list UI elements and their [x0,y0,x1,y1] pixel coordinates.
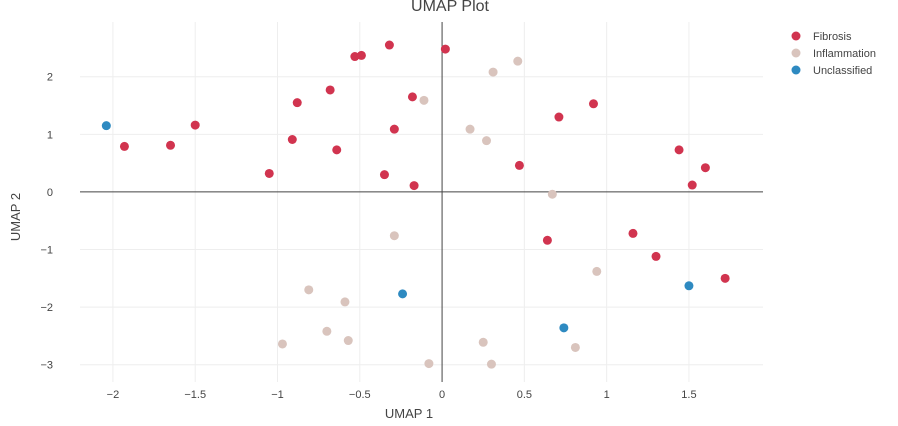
x-tick-label: 1 [604,389,610,401]
point-fibrosis[interactable] [409,181,419,191]
point-fibrosis[interactable] [628,228,638,238]
point-fibrosis[interactable] [384,40,394,50]
point-inflammation[interactable] [486,359,496,369]
point-fibrosis[interactable] [514,160,524,170]
y-tick-label: −2 [40,302,53,314]
point-fibrosis[interactable] [687,180,697,190]
point-inflammation[interactable] [389,231,399,241]
point-inflammation[interactable] [547,189,557,199]
point-fibrosis[interactable] [700,163,710,173]
point-fibrosis[interactable] [119,141,129,151]
legend: Fibrosis Inflammation Unclassified [791,31,876,77]
legend-label-unclassified[interactable]: Unclassified [813,65,872,77]
point-fibrosis[interactable] [264,168,274,178]
point-fibrosis[interactable] [542,235,552,245]
legend-label-fibrosis[interactable]: Fibrosis [813,31,852,43]
chart-title: UMAP Plot [411,0,490,15]
y-tick-label: −1 [40,245,53,257]
y-tick-label: −3 [40,360,53,372]
point-fibrosis[interactable] [287,135,297,145]
point-inflammation[interactable] [482,136,492,146]
point-fibrosis[interactable] [554,112,564,122]
y-tick-label: 1 [47,129,53,141]
point-inflammation[interactable] [419,95,429,105]
point-unclassified[interactable] [559,323,569,333]
x-tick-label: 0.5 [517,389,532,401]
point-fibrosis[interactable] [674,145,684,155]
x-tick-label: 0 [439,389,445,401]
legend-marker-inflammation[interactable] [791,48,801,58]
point-inflammation[interactable] [340,297,350,307]
legend-marker-fibrosis[interactable] [791,31,801,41]
x-tick-label: 1.5 [681,389,696,401]
point-fibrosis[interactable] [440,44,450,54]
point-fibrosis[interactable] [356,50,366,60]
point-inflammation[interactable] [465,124,475,134]
point-unclassified[interactable] [398,289,408,299]
point-unclassified[interactable] [684,281,694,291]
y-axis-title: UMAP 2 [8,193,23,241]
point-fibrosis[interactable] [325,85,335,95]
point-fibrosis[interactable] [166,140,176,150]
point-fibrosis[interactable] [389,124,399,134]
x-tick-label: −0.5 [349,389,371,401]
point-fibrosis[interactable] [190,120,200,130]
point-fibrosis[interactable] [407,92,417,102]
x-axis-title: UMAP 1 [385,406,433,421]
y-tick-label: 2 [47,72,53,84]
x-tick-label: −2 [107,389,120,401]
point-inflammation[interactable] [343,336,353,346]
point-fibrosis[interactable] [720,273,730,283]
point-inflammation[interactable] [570,342,580,352]
point-inflammation[interactable] [277,339,287,349]
legend-marker-unclassified[interactable] [791,65,801,75]
point-fibrosis[interactable] [651,251,661,261]
x-tick-label: −1 [271,389,284,401]
point-inflammation[interactable] [322,326,332,336]
axis-layer: −2 −1.5 −1 −0.5 0 0.5 1 1.5 −3 −2 −1 0 1 2 [40,72,696,401]
point-inflammation[interactable] [478,337,488,347]
x-tick-label: −1.5 [184,389,206,401]
zero-lines [80,22,763,382]
point-inflammation[interactable] [513,56,523,66]
y-tick-label: 0 [47,187,53,199]
grid-layer [80,22,763,382]
point-inflammation[interactable] [304,285,314,295]
legend-label-inflammation[interactable]: Inflammation [813,48,876,60]
point-inflammation[interactable] [488,67,498,77]
point-fibrosis[interactable] [588,99,598,109]
point-fibrosis[interactable] [292,98,302,108]
point-inflammation[interactable] [592,266,602,276]
point-unclassified[interactable] [101,121,111,131]
points-layer [101,40,730,369]
point-inflammation[interactable] [424,359,434,369]
point-fibrosis[interactable] [332,145,342,155]
point-fibrosis[interactable] [379,170,389,180]
